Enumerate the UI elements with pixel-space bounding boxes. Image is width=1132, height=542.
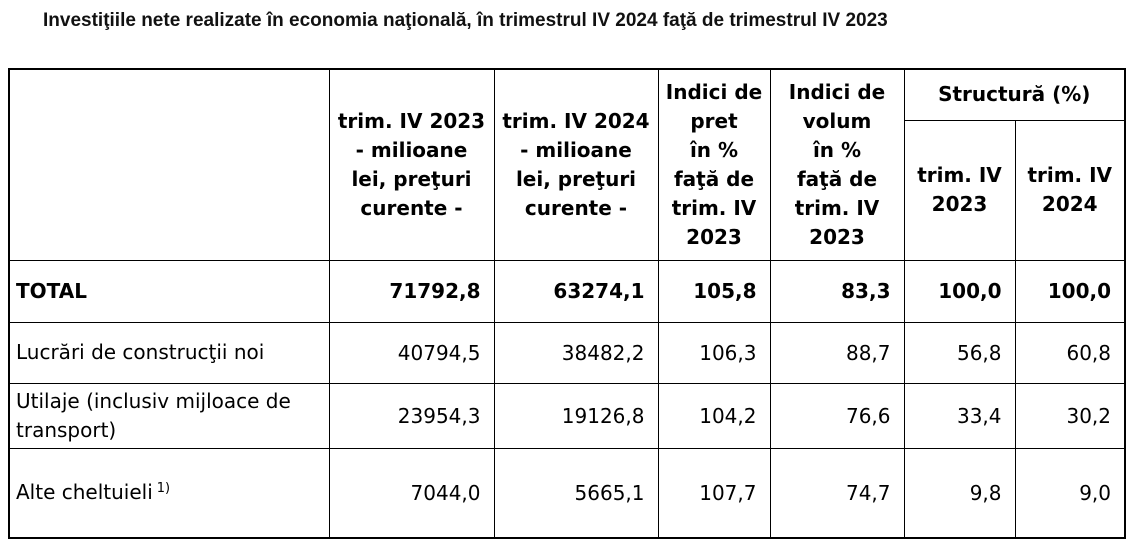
- value-cell: 30,2: [1014, 382, 1126, 449]
- value-cell: 104,2: [657, 382, 771, 449]
- table-row-alte-cheltuieli: Alte cheltuieli 1) 7044,0 5665,1 107,7 74…: [8, 447, 1126, 539]
- value-cell: 76,6: [769, 382, 905, 449]
- value-cell: 19126,8: [493, 382, 659, 449]
- header-row-top: trim. IV 2023 - milioane lei, preţuri cu…: [8, 68, 1126, 261]
- value-cell: 7044,0: [328, 447, 495, 539]
- row-label: Lucrări de construcţii noi: [16, 340, 265, 364]
- value-cell: 63274,1: [493, 259, 659, 323]
- value-cell: 60,8: [1014, 321, 1126, 384]
- value-cell: 106,3: [657, 321, 771, 384]
- col-header-structure-2023: trim. IV 2023: [903, 119, 1016, 261]
- value-cell: 83,3: [769, 259, 905, 323]
- value-cell: 40794,5: [328, 321, 495, 384]
- table-row-total: TOTAL 71792,8 63274,1 105,8 83,3 100,0 1…: [8, 259, 1126, 323]
- col-header-volume-index: Indici de volum în % faţă de trim. IV 20…: [769, 68, 905, 261]
- value-cell: 88,7: [769, 321, 905, 384]
- footnote-marker: 1): [156, 480, 171, 496]
- header-row-structure: trim. IV 2023 trim. IV 2024: [9, 119, 1126, 261]
- row-label: TOTAL: [16, 278, 87, 303]
- col-header-structure: Structură (%): [903, 68, 1126, 121]
- value-cell: 100,0: [1014, 259, 1126, 323]
- value-cell: 38482,2: [493, 321, 659, 384]
- table-body: TOTAL 71792,8 63274,1 105,8 83,3 100,0 1…: [8, 259, 1126, 539]
- investments-table: trim. IV 2023 - milioane lei, preţuri cu…: [8, 68, 1126, 539]
- value-cell: 33,4: [903, 382, 1016, 449]
- value-cell: 9,8: [903, 447, 1016, 539]
- table-row-utilaje: Utilaje (inclusiv mijloace de transport)…: [8, 382, 1126, 449]
- row-label-cell: Alte cheltuieli 1): [8, 447, 330, 539]
- value-cell: 100,0: [903, 259, 1016, 323]
- col-header-price-index: Indici de pret în % faţă de trim. IV 202…: [657, 68, 771, 261]
- row-label: Alte cheltuieli: [16, 480, 153, 505]
- value-cell: 107,7: [657, 447, 771, 539]
- table-header: trim. IV 2023 - milioane lei, preţuri cu…: [8, 68, 1126, 261]
- col-header-trim-iv-2023-milioane: trim. IV 2023 - milioane lei, preţuri cu…: [328, 68, 495, 261]
- table-row-constructii-noi: Lucrări de construcţii noi 40794,5 38482…: [8, 321, 1126, 384]
- value-cell: 74,7: [769, 447, 905, 539]
- row-label-cell: Utilaje (inclusiv mijloace de transport): [8, 382, 330, 449]
- page-title: Investiţiile nete realizate în economia …: [43, 10, 888, 31]
- row-label: Utilaje (inclusiv mijloace de transport): [16, 388, 291, 442]
- value-cell: 71792,8: [328, 259, 495, 323]
- value-cell: 23954,3: [328, 382, 495, 449]
- value-cell: 5665,1: [493, 447, 659, 539]
- value-cell: 105,8: [657, 259, 771, 323]
- col-header-trim-iv-2024-milioane: trim. IV 2024 - milioane lei, preţuri cu…: [493, 68, 659, 261]
- row-label-cell: Lucrări de construcţii noi: [8, 321, 330, 384]
- value-cell: 9,0: [1014, 447, 1126, 539]
- row-label-cell: TOTAL: [8, 259, 330, 323]
- col-header-structure-2024: trim. IV 2024: [1014, 119, 1126, 261]
- col-header-row-labels: [8, 68, 330, 261]
- value-cell: 56,8: [903, 321, 1016, 384]
